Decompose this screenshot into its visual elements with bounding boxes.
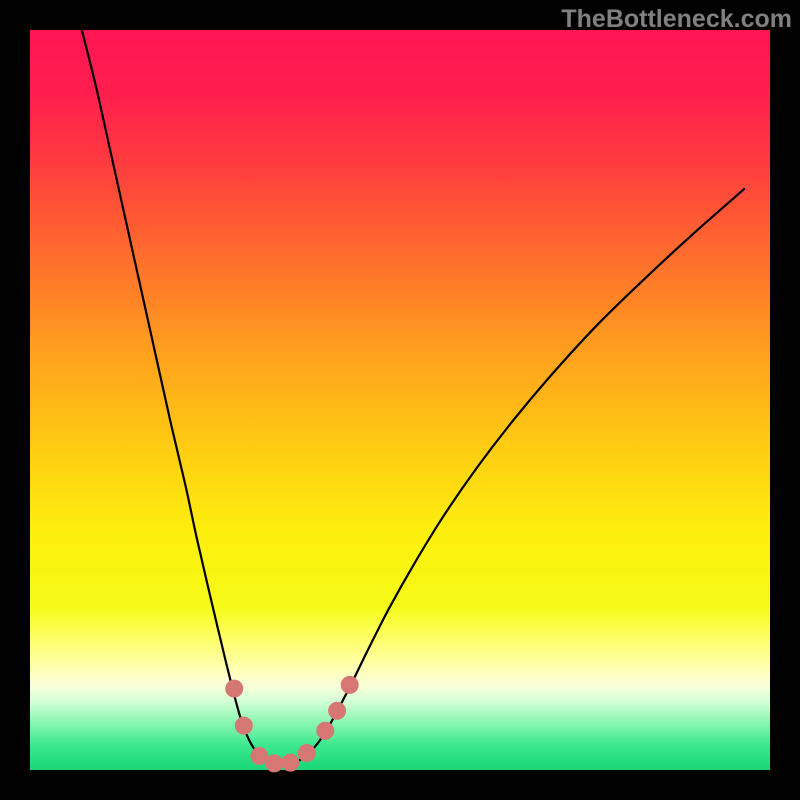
- marker-point: [341, 676, 358, 693]
- bottleneck-curve-chart: [0, 0, 800, 800]
- marker-point: [235, 717, 252, 734]
- marker-point: [282, 754, 299, 771]
- marker-point: [226, 680, 243, 697]
- marker-point: [266, 755, 283, 772]
- marker-point: [298, 744, 315, 761]
- marker-point: [317, 722, 334, 739]
- gradient-background: [30, 30, 770, 770]
- marker-point: [329, 702, 346, 719]
